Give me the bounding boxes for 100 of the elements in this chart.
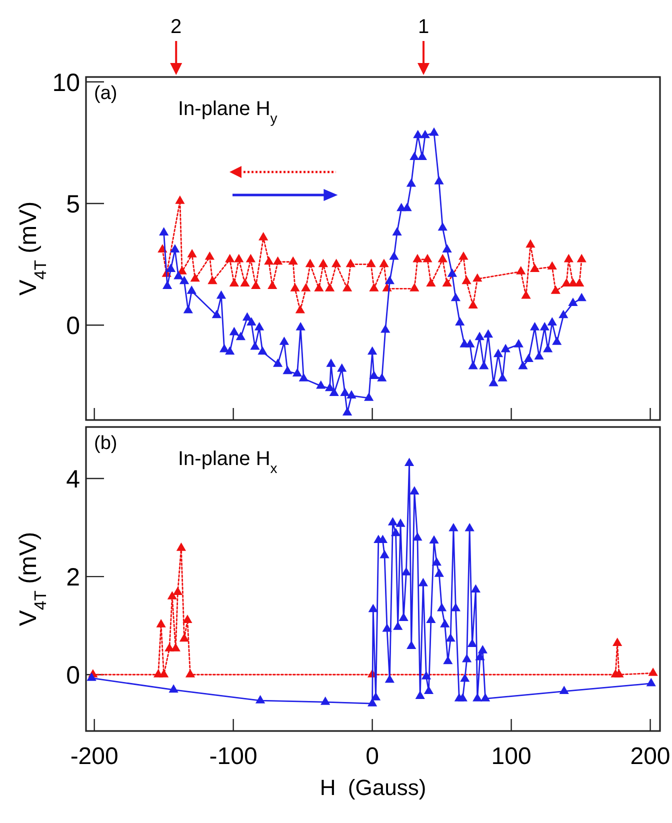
annotation: (b) — [94, 433, 118, 454]
point — [290, 283, 300, 292]
point — [324, 283, 335, 292]
point — [204, 251, 214, 260]
y-tick-label: 0 — [66, 312, 80, 340]
point — [229, 278, 239, 287]
point — [179, 633, 190, 642]
point — [170, 643, 180, 652]
point — [448, 522, 458, 532]
point — [342, 283, 352, 292]
point — [547, 261, 557, 270]
point — [168, 684, 178, 693]
point — [470, 584, 481, 593]
point — [255, 695, 266, 704]
point — [251, 280, 261, 289]
point — [159, 669, 169, 678]
annotation: (a) — [94, 83, 118, 104]
point — [318, 258, 328, 268]
point — [424, 686, 434, 694]
point — [175, 196, 185, 204]
x-tick-label: 200 — [630, 743, 670, 770]
point — [187, 249, 197, 258]
point — [434, 568, 444, 577]
point — [462, 654, 472, 662]
point — [410, 486, 420, 494]
point — [320, 696, 330, 705]
point — [86, 672, 96, 681]
point — [390, 528, 401, 536]
point — [398, 612, 408, 621]
point — [396, 518, 406, 527]
point — [421, 671, 432, 680]
point — [458, 251, 468, 260]
point — [464, 522, 474, 532]
x-tick-label: -100 — [209, 743, 258, 770]
point — [429, 535, 439, 544]
point — [332, 258, 342, 268]
point — [295, 304, 305, 314]
point — [426, 278, 436, 287]
point — [172, 586, 183, 596]
point — [646, 678, 656, 686]
text: 1 — [418, 16, 430, 38]
point — [412, 254, 422, 262]
point — [268, 280, 278, 289]
point — [234, 254, 244, 262]
point — [478, 645, 488, 654]
point — [410, 283, 420, 292]
y-tick-label: 0 — [66, 662, 80, 690]
point — [612, 638, 622, 646]
annotation: In-plane H$_{y}$ — [178, 98, 278, 126]
point — [458, 693, 468, 702]
point — [516, 266, 526, 274]
point — [246, 254, 256, 262]
x-tick-label: 0 — [366, 743, 379, 770]
y-tick-label: 10 — [52, 68, 80, 97]
point — [208, 276, 218, 284]
point — [369, 283, 379, 292]
x-tick-label: 100 — [491, 743, 532, 770]
annotation: In-plane H$_{x}$ — [178, 448, 278, 476]
point — [559, 686, 569, 694]
point — [422, 254, 432, 262]
point — [305, 258, 315, 268]
point — [225, 254, 235, 262]
point — [182, 614, 192, 623]
point — [368, 604, 378, 612]
point — [432, 557, 442, 566]
point — [406, 640, 416, 649]
point — [380, 550, 390, 558]
point — [176, 542, 186, 551]
point — [258, 232, 268, 240]
point — [426, 614, 436, 623]
point — [472, 693, 482, 702]
point — [404, 458, 414, 466]
point — [550, 286, 560, 294]
point — [576, 254, 586, 262]
point — [412, 532, 422, 541]
point — [388, 517, 398, 526]
point — [440, 619, 450, 628]
point — [564, 254, 574, 262]
point — [418, 578, 428, 586]
point — [370, 692, 381, 700]
point — [393, 622, 403, 630]
text: 2 — [170, 16, 182, 38]
point — [379, 258, 389, 268]
point — [530, 264, 540, 272]
point — [301, 283, 311, 292]
point — [156, 619, 166, 628]
point — [366, 258, 376, 268]
point — [438, 254, 448, 262]
point — [521, 290, 531, 299]
point — [384, 674, 394, 683]
point — [450, 602, 460, 612]
x-tick-label: -200 — [70, 743, 118, 770]
x-axis-title: H (Gauss) — [320, 775, 426, 800]
point — [472, 273, 482, 282]
point — [574, 278, 584, 287]
point — [190, 273, 200, 282]
point — [401, 567, 412, 576]
y-tick-label: 2 — [66, 564, 80, 592]
point — [240, 278, 250, 287]
point — [460, 673, 470, 682]
